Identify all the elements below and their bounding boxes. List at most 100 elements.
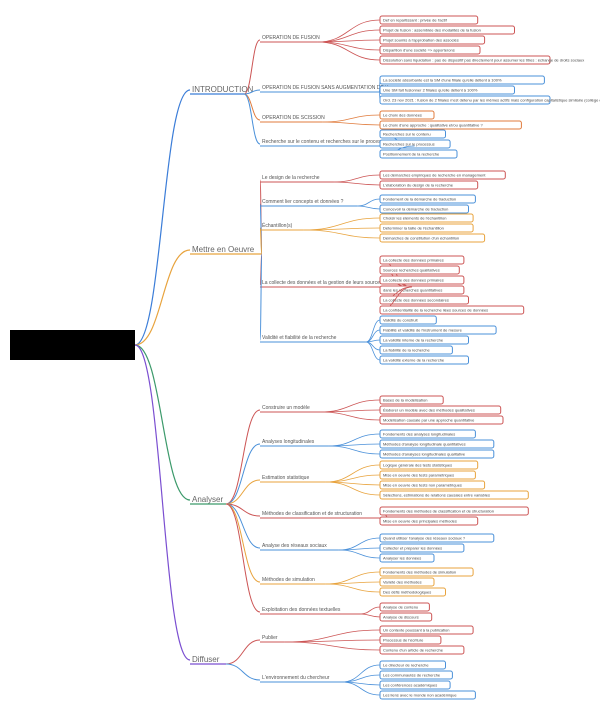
branch-label-analyser: Analyser	[192, 495, 223, 504]
sub-label: Construire un modèle	[262, 405, 310, 411]
connector	[226, 410, 260, 504]
leaf-text: Ord. 23 nov 2021 : fusion de 2 filiales …	[383, 98, 600, 103]
leaf-text: Analyse de contenu	[383, 605, 418, 610]
leaf-text: Le directeur de recherche	[383, 663, 429, 668]
connector	[361, 607, 381, 614]
connector	[334, 182, 381, 185]
leaf-text: Projet soumis à l'approbation des associ…	[383, 38, 459, 43]
leaf-text: Disparition d'une société => apporterons	[383, 48, 455, 53]
leaf-text: Analyse de discours	[383, 615, 419, 620]
connector	[226, 664, 260, 680]
leaf-text: Bases de la modélisation	[383, 398, 427, 403]
sub-label: La collecte des données et la gestion de…	[262, 280, 383, 286]
sub-label: Validité et fiabilité de la recherche	[262, 335, 337, 341]
leaf-text: Les démarches empiriques de recherche en…	[383, 173, 486, 178]
leaf-text: La collecte des données primaires	[383, 258, 444, 263]
leaf-text: Méthodes d'analyse longitudinale quantit…	[383, 442, 466, 447]
connector	[135, 345, 190, 500]
leaf-text: Recherches sur le contenu	[383, 132, 431, 137]
leaf-text: Sources recherches qualitatives	[383, 268, 440, 273]
leaf-text: La société absorbante est la SM d'une fi…	[383, 78, 502, 83]
leaf-text: Des défis méthodologiques	[383, 590, 431, 595]
leaf-text: Collecter et préparer les données	[383, 546, 442, 551]
connector	[366, 320, 380, 342]
branch-label-diffuser: Diffuser	[192, 655, 220, 664]
leaf-text: Positionnement de la recherche	[383, 152, 440, 157]
leaf-text: La collecte des données secondaires	[383, 298, 449, 303]
leaf-text: Le choix d'une approche : qualitative et…	[383, 123, 483, 128]
sub-label: OPERATION DE SCISSION	[262, 115, 325, 121]
leaf-text: Concevoir la démarche de traduction	[383, 207, 448, 212]
connector	[339, 548, 380, 550]
sub-label: Méthodes de simulation	[262, 577, 315, 583]
leaf-text: Mise en oeuvre des tests non paramétriqu…	[383, 483, 462, 488]
connector	[323, 122, 380, 125]
sub-label: OPERATION DE FUSION	[262, 35, 320, 41]
leaf-text: Sélections, estimations de relations cau…	[383, 493, 490, 498]
connector	[325, 475, 380, 482]
connector	[317, 42, 380, 60]
sub-label: Comment lier concepts et données ?	[262, 199, 344, 205]
leaf-text: Fiabilité et validité de l'instrument de…	[383, 328, 463, 333]
leaf-text: La validité externe de la recherche	[383, 358, 445, 363]
leaf-text: Fondements des méthodes de classificatio…	[383, 509, 494, 514]
leaf-text: Def en repartissant : privée de l'actif	[383, 18, 448, 23]
connector	[226, 444, 260, 504]
leaf-text: Quand utiliser l'analyse des réseaux soc…	[383, 536, 466, 541]
connector	[361, 614, 381, 617]
leaf-text: dans les recherches quantitatives	[383, 288, 442, 293]
leaf-text: Analyser les données	[383, 556, 421, 561]
connector	[334, 175, 381, 182]
connector	[304, 230, 380, 238]
leaf-text: Les conférences académiques	[383, 683, 437, 688]
connector	[325, 584, 380, 592]
leaf-text: Validité du construit	[383, 318, 419, 323]
sub-label: OPERATION DE FUSION SANS AUGMENTATION DE…	[262, 85, 389, 91]
mindmap-canvas: INTRODUCTION OPERATION DE FUSION Def en re…	[0, 0, 600, 704]
leaf-text: Mise en oeuvre des tests paramétriques	[383, 473, 454, 478]
sub-label: Estimation statistique	[262, 475, 309, 481]
branch-label-mettre: Mettre en Oeuvre	[192, 245, 255, 254]
connector	[342, 682, 380, 695]
leaf-text: Une SM fait fusionner 2 filiales qu'elle…	[383, 88, 478, 93]
connector	[328, 444, 380, 446]
sub-label: Analyses longitudinales	[262, 439, 315, 445]
leaf-text: La fiabilité de la recherche	[383, 348, 430, 353]
leaf-text: Projet de fusion : assemblée des modalit…	[383, 28, 481, 33]
connector	[226, 504, 260, 612]
connector	[366, 342, 380, 360]
connector	[325, 582, 380, 584]
leaf-text: La validité interne de la recherche	[383, 338, 444, 343]
connector	[285, 642, 380, 650]
connector	[339, 550, 380, 558]
connector	[317, 42, 380, 50]
leaf-text: Élaborer un modèle avec des méthodes qua…	[383, 408, 475, 413]
leaf-text: Fondements des méthodes de simulation	[383, 570, 456, 575]
connector	[342, 675, 380, 682]
connector	[325, 482, 380, 495]
connector	[320, 412, 380, 420]
leaf-text: Variété des méthodes	[383, 580, 422, 585]
connector	[135, 90, 190, 345]
leaf-text: Choisir les éléments de l'échantillon	[383, 216, 446, 221]
leaf-text: La confidentialité de la recherche liées…	[383, 308, 488, 313]
connector	[285, 640, 380, 642]
connector	[135, 345, 190, 660]
connector	[320, 410, 380, 412]
connector	[358, 206, 380, 209]
leaf-text: Le choix des données	[383, 113, 422, 118]
connector	[323, 115, 380, 122]
leaf-text: Fondement de la démarche de traduction	[383, 197, 456, 202]
sub-label: Le design de la recherche	[262, 175, 320, 181]
connector	[358, 199, 380, 206]
connector	[304, 228, 380, 230]
leaf-text: Démarches de constitution d'un échantill…	[383, 236, 459, 241]
leaf-text: L'élaboration du design de la recherche	[383, 183, 454, 188]
branch-label-intro: INTRODUCTION	[192, 85, 254, 94]
root-node	[10, 330, 135, 360]
sub-label: Méthodes de classification et de structu…	[262, 511, 362, 517]
leaf-text: Dissolution sans liquidation : pas de di…	[383, 58, 584, 63]
sub-label: Analyse des réseaux sociaux	[262, 543, 327, 549]
connector	[342, 665, 380, 682]
leaf-text: Logique générale des tests statistiques	[383, 463, 452, 468]
